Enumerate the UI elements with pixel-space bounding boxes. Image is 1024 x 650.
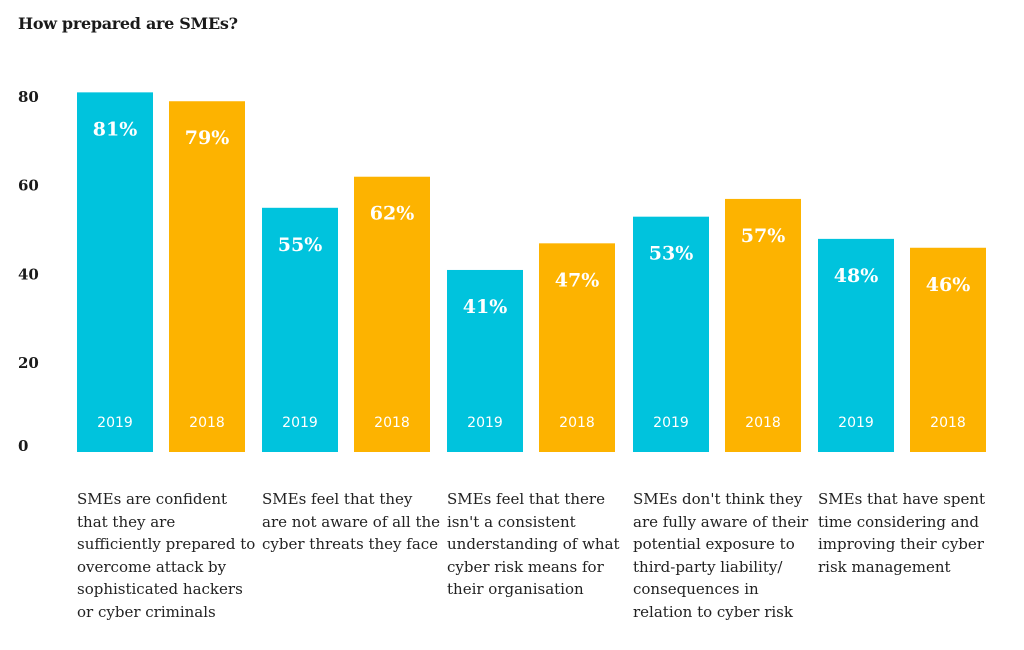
series-label: 2018 (745, 415, 781, 431)
series-label: 2019 (467, 415, 503, 431)
series-label: 2019 (653, 415, 689, 431)
data-label: 53% (649, 243, 694, 265)
category-label: SMEs that have spent time considering an… (818, 490, 986, 576)
data-label: 55% (278, 234, 323, 256)
series-label: 2019 (838, 415, 874, 431)
data-label: 41% (463, 296, 508, 318)
y-tick-label: 60 (18, 177, 39, 195)
series-label: 2018 (559, 415, 595, 431)
bar (539, 243, 615, 452)
bar (447, 269, 523, 452)
data-label: 46% (926, 274, 971, 296)
data-label: 79% (185, 127, 230, 149)
series-label: 2018 (374, 415, 410, 431)
bar (818, 238, 894, 452)
bar (169, 101, 245, 453)
y-tick-label: 20 (18, 354, 39, 372)
bar (725, 198, 801, 452)
bar (262, 207, 338, 452)
series-label: 2018 (189, 415, 225, 431)
series-label: 2018 (930, 415, 966, 431)
data-label: 47% (555, 269, 600, 291)
bar (633, 216, 709, 452)
category-label: SMEs feel that there isn't a consistent … (447, 490, 620, 598)
series-label: 2019 (282, 415, 318, 431)
y-tick-label: 80 (18, 88, 39, 106)
data-label: 48% (834, 265, 879, 287)
category-label: SMEs feel that they are not aware of all… (262, 490, 441, 553)
bar (77, 92, 153, 453)
chart-title: How prepared are SMEs? (18, 14, 238, 33)
category-label: SMEs don't think they are fully aware of… (633, 490, 809, 621)
bar (354, 176, 430, 452)
data-label: 57% (741, 225, 786, 247)
series-label: 2019 (97, 415, 133, 431)
data-label: 81% (93, 118, 138, 140)
bar-chart: 0 20 40 60 80 81% 2019 79% 2018 55% 2019 62% 2018 41%… (18, 88, 986, 455)
y-tick-label: 0 (18, 437, 28, 455)
bar (910, 247, 986, 452)
data-label: 62% (370, 203, 415, 225)
y-tick-label: 40 (18, 265, 39, 283)
category-label: SMEs are confident that they are suffici… (77, 490, 256, 621)
